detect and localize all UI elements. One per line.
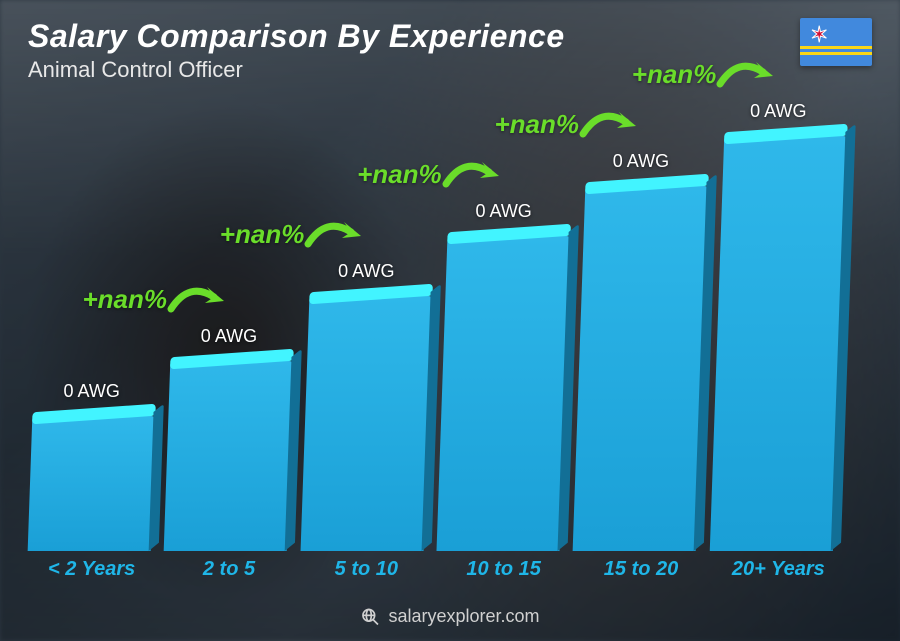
bar-col: 0 AWG+nan%	[579, 186, 702, 551]
x-axis-label: 5 to 10	[305, 558, 428, 581]
bar	[709, 136, 847, 551]
pct-increase-group: +nan%	[494, 104, 641, 144]
bar-face	[164, 361, 294, 551]
x-axis-label: 20+ Years	[717, 558, 840, 581]
pct-increase-label: +nan%	[82, 284, 167, 315]
flag-aruba	[800, 18, 872, 66]
bar-col: 0 AWG+nan%	[717, 136, 840, 551]
bar-face	[573, 186, 709, 551]
bar-face	[28, 416, 156, 551]
flag-star-icon	[810, 26, 828, 44]
bar	[436, 236, 570, 551]
pct-increase-group: +nan%	[357, 154, 504, 194]
bar-value-label: 0 AWG	[750, 101, 806, 122]
pct-increase-label: +nan%	[357, 159, 442, 190]
bar-col: 0 AWG+nan%	[442, 236, 565, 551]
globe-search-icon	[360, 607, 380, 627]
curved-arrow-icon	[581, 104, 641, 144]
bar-face	[300, 296, 432, 551]
curved-arrow-icon	[718, 54, 778, 94]
chart-subtitle: Animal Control Officer	[28, 57, 565, 83]
bar-col: 0 AWG	[30, 416, 153, 551]
x-axis-label: 15 to 20	[579, 558, 702, 581]
bar	[300, 296, 432, 551]
x-labels-container: < 2 Years 2 to 5 5 to 10 10 to 15 15 to 20 20…	[30, 558, 840, 581]
pct-increase-label: +nan%	[494, 109, 579, 140]
chart-area: 0 AWG0 AWG+nan%0 AWG+nan%0 AWG+nan%0 AWG…	[30, 120, 840, 581]
pct-increase-label: +nan%	[220, 219, 305, 250]
chart-title: Salary Comparison By Experience	[28, 18, 565, 55]
bar-col: 0 AWG+nan%	[305, 296, 428, 551]
bar-face	[709, 136, 847, 551]
x-axis-label: 2 to 5	[167, 558, 290, 581]
pct-increase-group: +nan%	[632, 54, 779, 94]
bar-value-label: 0 AWG	[63, 381, 119, 402]
flag-stripes	[800, 46, 872, 56]
bar-value-label: 0 AWG	[613, 151, 669, 172]
bar-value-label: 0 AWG	[475, 201, 531, 222]
curved-arrow-icon	[306, 214, 366, 254]
bars-container: 0 AWG0 AWG+nan%0 AWG+nan%0 AWG+nan%0 AWG…	[30, 121, 840, 551]
curved-arrow-icon	[444, 154, 504, 194]
title-block: Salary Comparison By Experience Animal C…	[28, 18, 565, 83]
pct-increase-group: +nan%	[82, 279, 229, 319]
x-axis-label: < 2 Years	[30, 558, 153, 581]
footer: salaryexplorer.com	[360, 606, 539, 627]
bar-value-label: 0 AWG	[201, 326, 257, 347]
pct-increase-label: +nan%	[632, 59, 717, 90]
pct-increase-group: +nan%	[220, 214, 367, 254]
content-root: Salary Comparison By Experience Animal C…	[0, 0, 900, 641]
footer-site-label: salaryexplorer.com	[388, 606, 539, 627]
bar	[164, 361, 294, 551]
curved-arrow-icon	[169, 279, 229, 319]
bar-value-label: 0 AWG	[338, 261, 394, 282]
bar	[28, 416, 156, 551]
x-axis-label: 10 to 15	[442, 558, 565, 581]
bar-col: 0 AWG+nan%	[167, 361, 290, 551]
bar-face	[436, 236, 570, 551]
bar	[573, 186, 709, 551]
